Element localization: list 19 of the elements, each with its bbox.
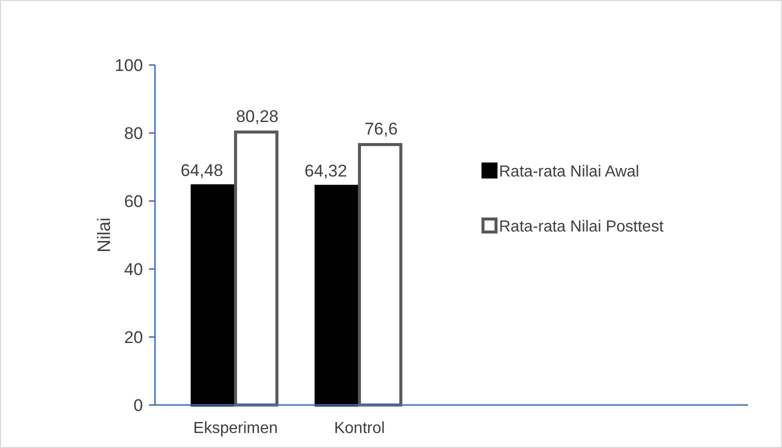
y-tick-label: 0 [134, 396, 143, 415]
legend-label: Rata-rata Nilai Posttest [499, 218, 664, 236]
y-tick-label: 60 [124, 192, 143, 211]
data-label: 64,32 [304, 161, 348, 180]
y-tick-label: 20 [124, 328, 143, 347]
y-axis-title: Nilai [94, 217, 114, 253]
bar [234, 130, 278, 406]
y-tick-label: 100 [114, 56, 143, 75]
data-label: 80,28 [236, 107, 278, 126]
x-tick-label: Kontrol [334, 420, 385, 437]
y-tick-label: 40 [124, 260, 143, 279]
data-label: 64,48 [180, 160, 224, 180]
bar [358, 143, 402, 406]
bar [314, 184, 359, 406]
y-tick-label: 80 [124, 124, 143, 143]
data-label: 76,6 [364, 120, 398, 139]
x-tick-label: Eksperimen [193, 420, 278, 437]
bar [190, 184, 236, 406]
legend-label: Rata-rata Nilai Awal [499, 164, 640, 181]
